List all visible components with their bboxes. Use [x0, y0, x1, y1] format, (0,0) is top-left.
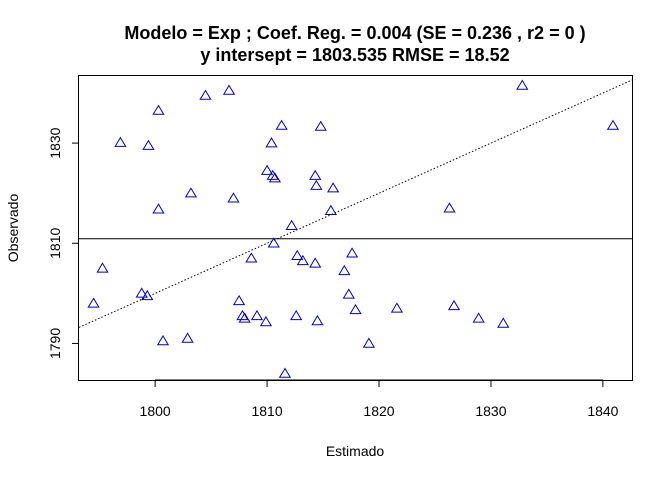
data-point: [222, 84, 236, 95]
data-point: [606, 119, 620, 130]
data-point: [238, 312, 251, 323]
data-point: [250, 309, 264, 321]
x-tick-label: 1800: [140, 403, 171, 419]
data-point: [141, 289, 154, 301]
data-point: [275, 119, 288, 130]
plot-frame: [78, 75, 633, 381]
data-point: [236, 309, 249, 321]
y-tick-label: 1830: [47, 127, 63, 158]
data-points: [87, 79, 620, 378]
data-point: [227, 192, 240, 203]
data-point: [310, 179, 323, 190]
x-tick-label: 1820: [363, 403, 394, 419]
x-tick-label: 1810: [251, 403, 282, 419]
data-point: [152, 104, 165, 115]
data-point: [311, 314, 324, 326]
data-point: [447, 299, 461, 311]
data-point: [327, 182, 340, 193]
chart-title-line2: y intersept = 1803.535 RMSE = 18.52: [200, 45, 509, 65]
data-point: [245, 252, 258, 263]
data-point: [338, 264, 351, 276]
data-point: [142, 139, 155, 150]
data-point: [232, 294, 246, 306]
data-point: [296, 254, 309, 266]
data-point: [349, 303, 362, 315]
x-tick-label: 1840: [587, 403, 618, 419]
data-point: [268, 172, 282, 183]
data-point: [278, 367, 292, 378]
x-tick-label: 1830: [475, 403, 506, 419]
fitted-line: [78, 79, 633, 328]
data-point: [181, 332, 194, 343]
data-point: [309, 169, 322, 180]
y-tick-label: 1810: [47, 227, 63, 258]
data-point: [199, 89, 212, 100]
data-point: [135, 287, 148, 298]
data-point: [156, 334, 170, 346]
x-axis-label: Estimado: [326, 443, 385, 459]
data-point: [390, 302, 404, 313]
reference-lines: [78, 79, 633, 328]
data-point: [260, 164, 274, 175]
data-point: [266, 169, 279, 180]
data-point: [285, 219, 298, 230]
x-axis: 1800 1810 1820 1830 1840: [140, 379, 619, 419]
data-point: [472, 312, 485, 323]
data-point: [516, 79, 529, 90]
data-point: [342, 288, 355, 299]
data-point: [96, 262, 109, 273]
y-tick-label: 1790: [47, 328, 63, 359]
data-point: [259, 315, 273, 327]
data-point: [291, 249, 304, 260]
data-point: [362, 337, 376, 348]
data-point: [324, 204, 337, 215]
y-axis-label: Observado: [5, 194, 21, 263]
chart-title-line1: Modelo = Exp ; Coef. Reg. = 0.004 (SE = …: [124, 23, 585, 43]
data-point: [87, 297, 100, 308]
data-point: [290, 309, 303, 321]
data-point: [497, 317, 510, 328]
data-point: [152, 203, 165, 214]
data-point: [443, 202, 456, 213]
data-point: [114, 136, 127, 147]
y-axis: 1790 1810 1830: [47, 127, 79, 359]
data-point: [346, 247, 359, 258]
data-point: [267, 237, 280, 248]
data-point: [265, 137, 278, 148]
data-point: [184, 187, 198, 198]
data-point: [309, 257, 322, 268]
data-point: [314, 120, 327, 131]
